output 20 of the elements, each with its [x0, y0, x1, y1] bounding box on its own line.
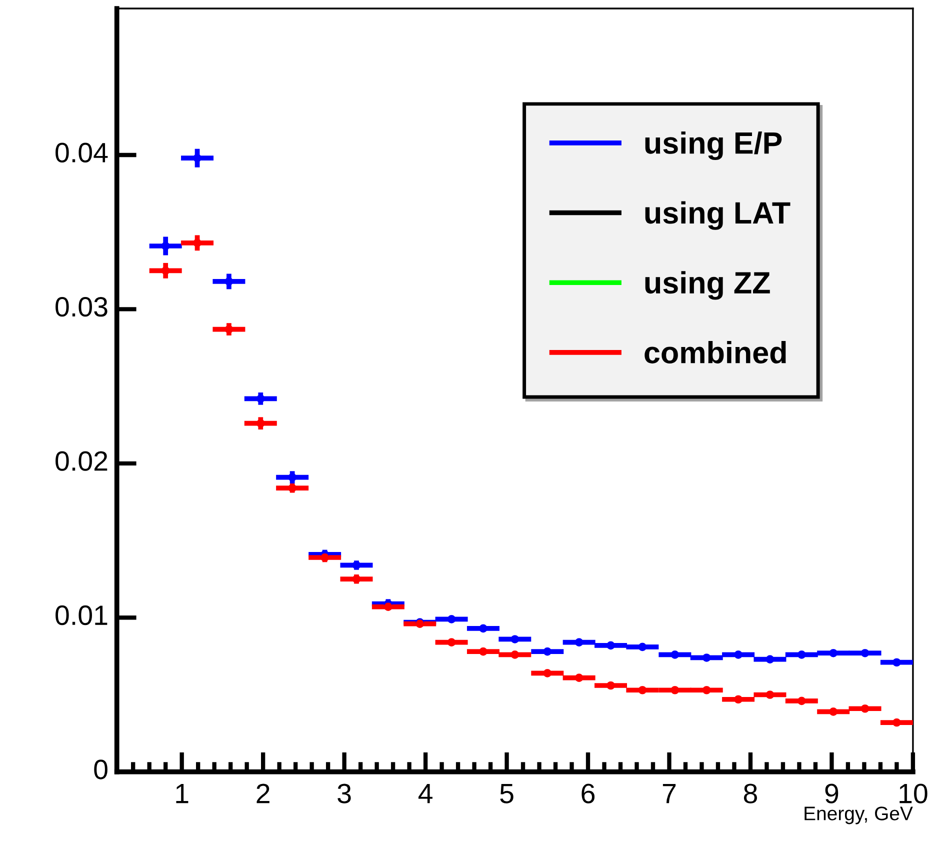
x-axis-title: Energy, GeV: [804, 806, 913, 824]
x-tick-label: 1: [176, 784, 188, 804]
y-tick-label: 0.04: [56, 142, 108, 162]
x-tick-label: 6: [582, 784, 595, 804]
x-tick-label: 4: [418, 784, 432, 804]
x-tick-label: 9: [825, 784, 838, 804]
x-tick-label: 3: [338, 784, 351, 804]
y-tick-label: 0.01: [56, 605, 108, 626]
x-tick-label: 2: [256, 784, 270, 804]
x-tick-label: 5: [500, 784, 514, 804]
legend-label: using E/P: [645, 131, 782, 160]
legend-label: using ZZ: [645, 271, 770, 300]
y-tick-label: 0.03: [56, 297, 108, 317]
y-tick-label: 0: [94, 760, 108, 780]
y-tick-label: 0.02: [56, 451, 108, 471]
x-tick-label: 8: [744, 784, 757, 804]
x-tick-label: 10: [900, 784, 928, 804]
x-tick-label: 7: [662, 784, 676, 804]
legend-label: combined: [644, 341, 786, 364]
legend-label: using LAT: [645, 201, 790, 230]
